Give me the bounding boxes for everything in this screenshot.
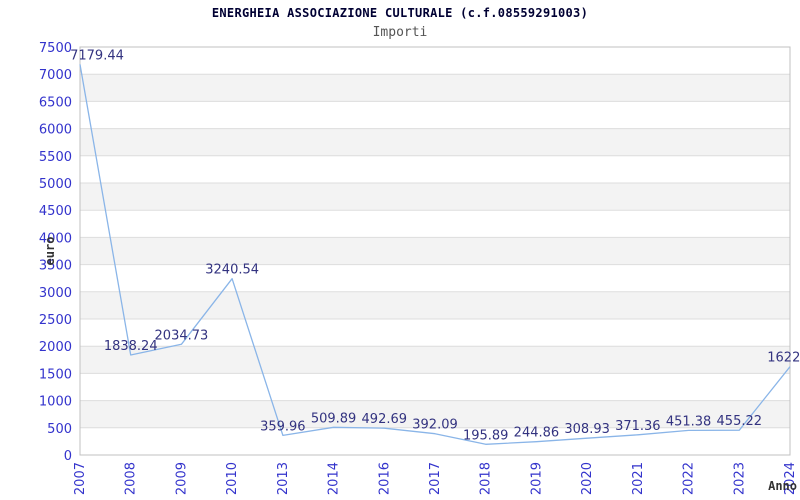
data-point-label: 3240.54 xyxy=(205,263,259,278)
x-tick-label: 2018 xyxy=(479,462,494,495)
data-point-label: 392.09 xyxy=(412,418,458,433)
data-point-label: 509.89 xyxy=(311,411,357,426)
plot-band xyxy=(80,128,790,156)
data-point-label: 359.96 xyxy=(260,419,306,434)
y-tick-label: 3500 xyxy=(39,259,72,274)
x-tick-label: 2009 xyxy=(174,462,189,495)
plot-border xyxy=(79,46,791,456)
y-tick-label: 4000 xyxy=(39,231,72,246)
y-tick-label: 1500 xyxy=(39,367,72,382)
x-tick-label: 2019 xyxy=(529,462,544,495)
y-tick-label: 5000 xyxy=(39,177,72,192)
data-point-label: 492.69 xyxy=(362,412,408,427)
y-tick-label: 6000 xyxy=(39,123,72,138)
y-tick-label: 6500 xyxy=(39,95,72,110)
plot-band xyxy=(80,183,790,211)
y-tick-label: 3000 xyxy=(39,286,72,301)
x-tick-label: 2007 xyxy=(73,462,88,495)
plot-band xyxy=(80,237,790,265)
y-tick-label: 5500 xyxy=(39,150,72,165)
x-tick-label: 2017 xyxy=(428,462,443,495)
data-point-label: 195.89 xyxy=(463,428,509,443)
chart-title: ENERGHEIA ASSOCIAZIONE CULTURALE (c.f.08… xyxy=(211,6,589,20)
series-line xyxy=(79,64,791,445)
plot-band xyxy=(80,74,790,102)
x-axis-title: Anno xyxy=(768,479,797,493)
plot-band xyxy=(80,346,790,374)
x-tick-label: 2010 xyxy=(225,462,240,495)
plot-band xyxy=(80,291,790,319)
data-point-label: 7179.44 xyxy=(70,48,124,63)
x-tick-label: 2024 xyxy=(783,462,798,495)
data-point-label: 451.38 xyxy=(666,414,712,429)
data-point-label: 1622.7 xyxy=(767,351,800,366)
x-tick-label: 2013 xyxy=(276,462,291,495)
y-tick-label: 2000 xyxy=(39,340,72,355)
x-tick-label: 2020 xyxy=(580,462,595,495)
y-axis-title: euro xyxy=(43,236,57,266)
data-point-label: 1838.24 xyxy=(104,339,158,354)
data-point-label: 244.86 xyxy=(514,426,560,441)
y-tick-label: 2500 xyxy=(39,313,72,328)
chart-subtitle: Importi xyxy=(372,25,428,40)
data-point-label: 2034.73 xyxy=(155,328,209,343)
x-tick-label: 2021 xyxy=(631,462,646,495)
data-point-label: 371.36 xyxy=(615,419,661,434)
y-tick-label: 7500 xyxy=(39,41,72,56)
y-tick-label: 7000 xyxy=(39,68,72,83)
data-point-label: 308.93 xyxy=(564,422,610,437)
plot-band xyxy=(80,400,790,428)
x-tick-label: 2023 xyxy=(732,462,747,495)
x-tick-label: 2014 xyxy=(327,462,342,495)
y-tick-label: 4500 xyxy=(39,204,72,219)
y-tick-label: 0 xyxy=(64,449,72,464)
data-point-label: 455.22 xyxy=(717,414,763,429)
y-tick-label: 1000 xyxy=(39,395,72,410)
x-tick-label: 2022 xyxy=(682,462,697,495)
x-tick-label: 2016 xyxy=(377,462,392,495)
x-tick-label: 2008 xyxy=(124,462,139,495)
y-tick-label: 500 xyxy=(47,422,72,437)
